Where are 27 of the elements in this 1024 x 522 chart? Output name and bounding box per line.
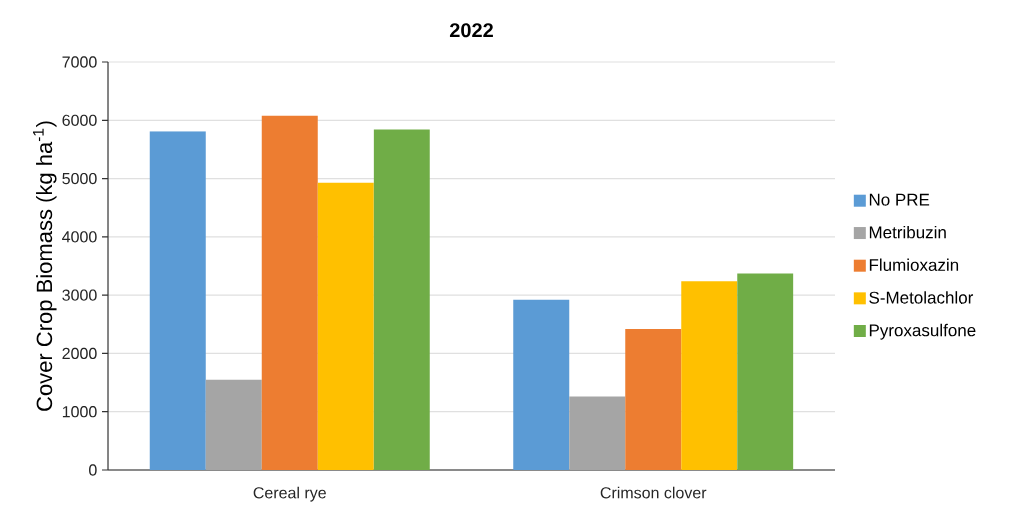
y-tick-label: 2000 — [62, 347, 97, 360]
bar — [625, 328, 682, 470]
bar — [317, 182, 374, 470]
x-tick-label: Crimson clover — [600, 486, 707, 499]
y-tick-label: 6000 — [62, 114, 97, 126]
y-tick-label: 1000 — [62, 406, 97, 418]
bar — [261, 115, 318, 470]
bar — [205, 379, 262, 470]
legend-label: Pyroxasulfone — [869, 323, 976, 340]
y-axis-title: Cover Crop Biomass (kg ha$^{-1}$) — [33, 121, 57, 411]
bar — [681, 281, 738, 470]
x-tick-label: Cereal rye — [253, 486, 326, 502]
y-tick-label: 3000 — [62, 289, 97, 301]
y-tick-label: 4000 — [62, 231, 97, 243]
bar — [737, 273, 794, 470]
bar — [513, 299, 570, 470]
y-tick-label: 5000 — [62, 172, 97, 185]
legend-label: Metribuzin — [869, 225, 946, 239]
chart-title: 2022 — [449, 23, 493, 38]
y-tick-label: 7000 — [62, 56, 97, 68]
bar — [569, 396, 626, 470]
legend-label: S-Metolachlor — [869, 291, 974, 304]
legend-label: Flumioxazin — [869, 258, 959, 272]
y-tick-label: 0 — [89, 464, 97, 476]
bar — [373, 129, 430, 470]
legend-label: No PRE — [869, 193, 930, 206]
bar — [149, 131, 206, 470]
